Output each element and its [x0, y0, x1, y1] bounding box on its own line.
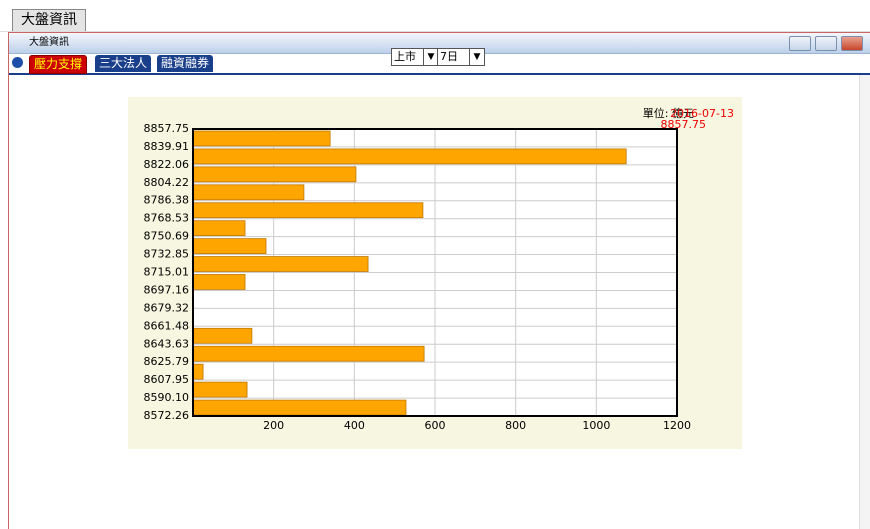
tab[interactable]: 壓力支撐 [29, 55, 88, 74]
tab[interactable]: 三大法人 [95, 55, 152, 72]
bar [192, 202, 424, 219]
bar [192, 274, 246, 290]
y-tick-label: 8804.22 [144, 176, 190, 189]
bar [192, 184, 305, 201]
dropdown-arrow: ▼ [469, 49, 484, 65]
y-tick-label: 8750.69 [144, 230, 190, 243]
price-label: 8857.75 [661, 118, 707, 131]
y-tick-label: 8590.10 [144, 391, 190, 404]
y-tick-label: 8661.48 [144, 319, 190, 332]
x-tick-label: 600 [425, 419, 446, 432]
app-tab[interactable]: 大盤資訊 [12, 9, 86, 31]
x-tick-label: 1200 [663, 419, 691, 432]
select-text: 7日 [440, 50, 458, 63]
close-button[interactable] [841, 36, 863, 51]
x-tick-label: 1000 [582, 419, 610, 432]
minimize-button[interactable] [789, 36, 811, 51]
bar [192, 166, 357, 183]
market-select[interactable]: 上市 ▼ [391, 48, 439, 66]
tab[interactable]: 融資融券 [157, 55, 214, 72]
y-tick-label: 8679.32 [144, 301, 190, 314]
bar [192, 148, 627, 165]
y-tick-label: 8715.01 [144, 265, 190, 278]
date-label: 2016-07-13 [670, 107, 734, 120]
bar [192, 238, 267, 254]
bar [192, 399, 407, 416]
y-tick-label: 8768.53 [144, 212, 190, 225]
maximize-button[interactable] [815, 36, 837, 51]
tab-icon[interactable] [12, 57, 23, 68]
bar [192, 130, 331, 147]
y-tick-label: 8822.06 [144, 158, 190, 171]
y-tick-label: 8607.95 [144, 373, 190, 386]
y-tick-label: 8732.85 [144, 248, 190, 261]
select-text: 上市 [394, 50, 416, 63]
dropdown-arrow: ▼ [423, 49, 438, 65]
y-tick-label: 8839.91 [144, 140, 190, 153]
plot-frame [192, 128, 678, 417]
unit-label: 單位: 億元 [643, 106, 694, 120]
y-tick-label: 8857.75 [144, 122, 190, 135]
x-tick-label: 200 [263, 419, 284, 432]
y-tick-label: 8697.16 [144, 283, 190, 296]
x-tick-label: 400 [344, 419, 365, 432]
y-tick-label: 8643.63 [144, 337, 190, 350]
bar [192, 345, 425, 362]
x-tick-label: 800 [505, 419, 526, 432]
bar [192, 220, 246, 237]
bar [192, 327, 253, 344]
y-tick-label: 8786.38 [144, 194, 190, 207]
app-bar: 大盤資訊 [0, 0, 870, 32]
y-tick-label: 8625.79 [144, 355, 190, 368]
bar [192, 256, 369, 272]
chart: 單位: 億元 2016-07-13 8857.75 8857.75 8839.91… [128, 97, 742, 449]
bar [192, 363, 204, 380]
period-select[interactable]: 7日 ▼ [437, 48, 485, 66]
scrollbar[interactable] [859, 75, 870, 529]
y-tick-label: 8572.26 [144, 409, 190, 422]
bar [192, 381, 248, 398]
